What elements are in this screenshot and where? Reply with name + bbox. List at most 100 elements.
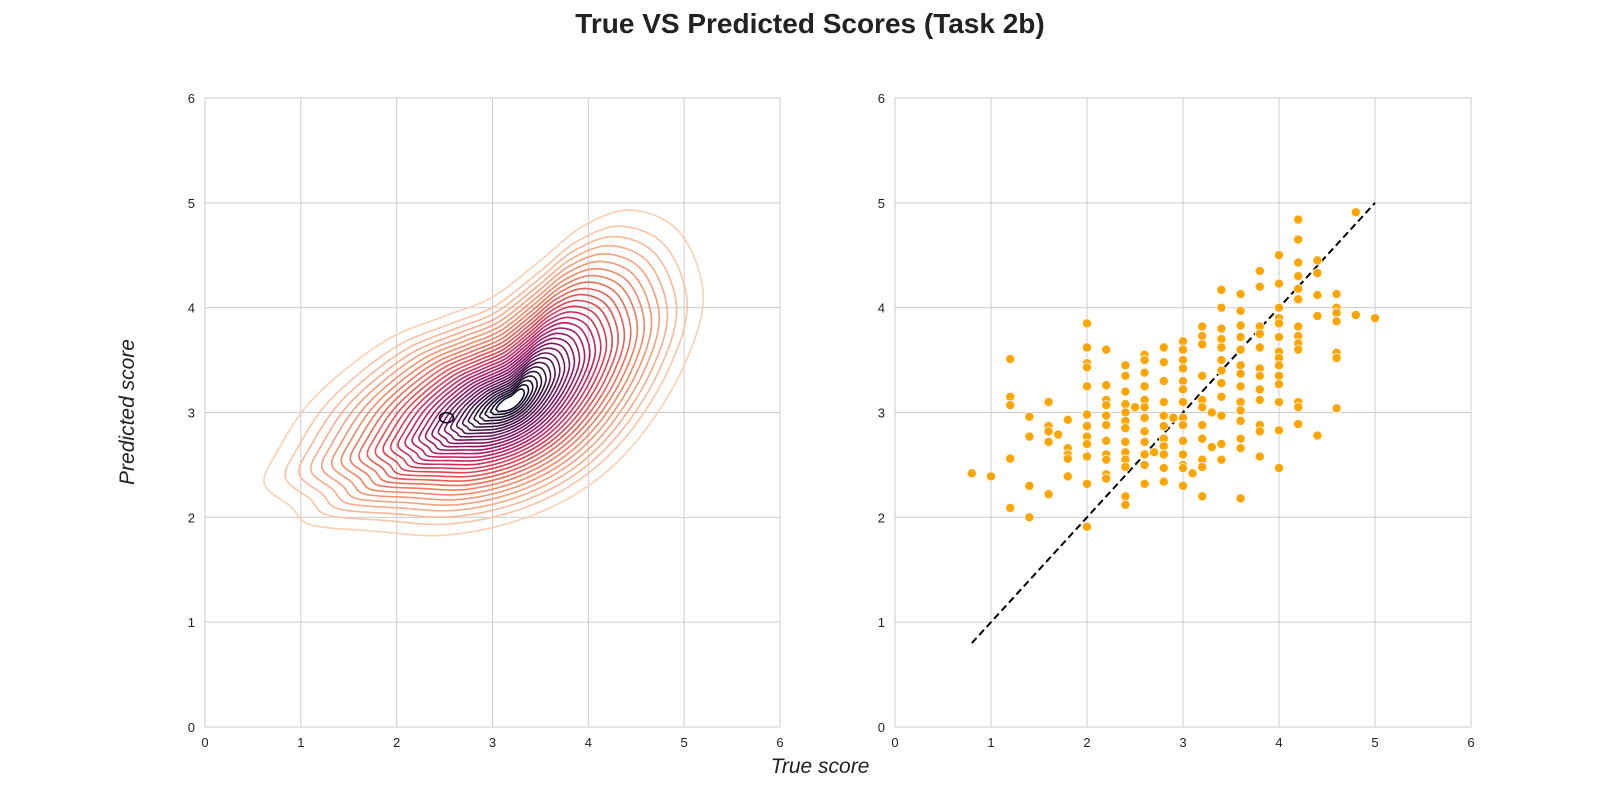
scatter-point — [1178, 363, 1189, 374]
scatter-point — [1120, 399, 1131, 410]
x-tick-label: 5 — [1371, 735, 1378, 750]
scatter-point — [1005, 354, 1016, 365]
scatter-point — [1101, 473, 1112, 484]
scatter-point — [1187, 468, 1198, 479]
scatter-point — [1370, 313, 1381, 324]
scatter-point — [1274, 379, 1285, 390]
scatter-point — [1293, 294, 1304, 305]
density-contour — [310, 244, 669, 512]
scatter-point — [1197, 402, 1208, 413]
scatter-point — [1158, 476, 1169, 487]
scatter-point — [1274, 463, 1285, 474]
scatter-point — [1216, 454, 1227, 465]
kde-contour-panel: 0 1 2 3 4 5 6 0 1 2 3 4 5 6 — [188, 91, 784, 750]
scatter-point — [1206, 407, 1217, 418]
scatter-point — [1274, 397, 1285, 408]
scatter-point — [1139, 426, 1150, 437]
density-contour — [437, 342, 571, 445]
scatter-point — [1254, 384, 1265, 395]
scatter-point — [1312, 268, 1323, 279]
x-tick-label: 3 — [1179, 735, 1186, 750]
scatter-point — [1293, 344, 1304, 355]
scatter-point — [1178, 397, 1189, 408]
y-tick-label: 6 — [878, 91, 885, 106]
x-tick-label: 1 — [987, 735, 994, 750]
scatter-point — [1312, 311, 1323, 322]
density-contour — [330, 260, 653, 501]
scatter-point — [1331, 403, 1342, 414]
density-contour — [397, 311, 602, 466]
density-contour — [320, 252, 661, 506]
density-contour — [298, 235, 678, 518]
identity-line — [971, 202, 1376, 644]
scatter-point — [1235, 381, 1246, 392]
scatter-point — [1024, 411, 1035, 422]
x-tick-label: 4 — [585, 735, 592, 750]
scatter-point — [1178, 420, 1189, 431]
scatter-point — [1197, 330, 1208, 341]
density-contour — [411, 321, 591, 459]
scatter-point — [1120, 462, 1131, 473]
scatter-point — [1082, 342, 1093, 353]
scatter-point — [1082, 381, 1093, 392]
scatter-point — [1178, 344, 1189, 355]
y-tick-label: 4 — [878, 301, 885, 316]
scatter-point — [966, 468, 977, 479]
density-contour — [366, 287, 626, 482]
y-tick-label: 3 — [188, 406, 195, 421]
scatter-point — [1274, 370, 1285, 381]
density-contour — [484, 379, 534, 419]
scatter-point — [1197, 433, 1208, 444]
scatter-point — [1158, 397, 1169, 408]
scatter-point — [1139, 355, 1150, 366]
scatter-point — [1178, 376, 1189, 387]
density-contour — [389, 305, 608, 470]
scatter-point — [1101, 420, 1112, 431]
density-contour — [467, 366, 547, 428]
scatter-point — [1178, 449, 1189, 460]
scatter-point — [1216, 391, 1227, 402]
x-tick-label: 0 — [201, 735, 208, 750]
density-contour — [431, 337, 576, 448]
scatter-point — [1178, 463, 1189, 474]
y-tick-label: 0 — [878, 720, 885, 735]
scatter-point — [1120, 370, 1131, 381]
density-contour — [473, 370, 543, 425]
scatter-point — [1158, 449, 1169, 460]
scatter-point — [1062, 471, 1073, 482]
scatter-point — [1331, 289, 1342, 300]
y-tick-label: 1 — [188, 615, 195, 630]
x-tick-label: 0 — [891, 735, 898, 750]
scatter-point — [1120, 436, 1131, 447]
scatter-point — [1216, 334, 1227, 345]
scatter-point — [1293, 283, 1304, 294]
scatter-point — [1082, 438, 1093, 449]
scatter-point — [1197, 339, 1208, 350]
scatter-point — [1293, 214, 1304, 225]
scatter-point — [1254, 281, 1265, 292]
scatter-point — [1101, 400, 1112, 411]
scatter-point — [1158, 357, 1169, 368]
scatter-point — [1254, 370, 1265, 381]
scatter-point — [1178, 480, 1189, 491]
scatter-point — [1350, 207, 1361, 218]
density-contour — [461, 361, 552, 432]
scatter-point — [1062, 453, 1073, 464]
density-contour — [358, 281, 632, 487]
scatter-point — [1254, 265, 1265, 276]
scatter-point — [1120, 407, 1131, 418]
scatter-point — [1158, 463, 1169, 474]
scatter-point — [1274, 278, 1285, 289]
scatter-point — [1197, 491, 1208, 502]
scatter-point — [1062, 414, 1073, 425]
scatter-point — [1158, 376, 1169, 387]
scatter-point — [1235, 289, 1246, 300]
scatter-point — [1350, 310, 1361, 321]
scatter-point — [1274, 332, 1285, 343]
y-tick-label: 1 — [878, 615, 885, 630]
scatter-point — [1120, 360, 1131, 371]
density-contour — [478, 375, 538, 422]
scatter-point — [1216, 410, 1227, 421]
scatter-point — [1235, 433, 1246, 444]
scatter-point — [1293, 321, 1304, 332]
